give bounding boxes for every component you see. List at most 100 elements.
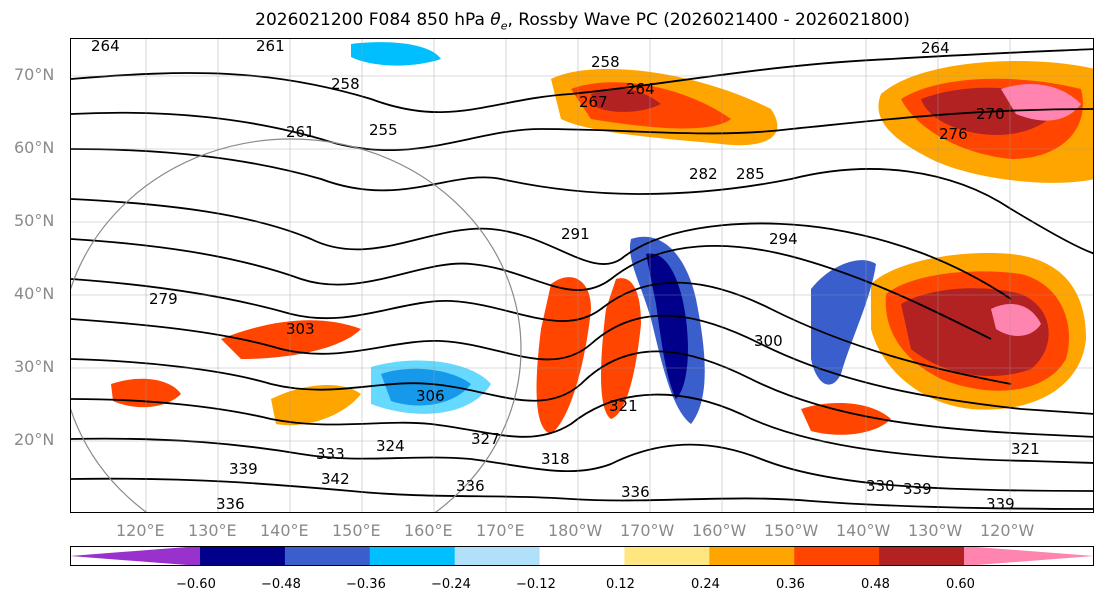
colorbar-tick: 0.60 bbox=[946, 577, 975, 592]
lon-label-160w: 160°W bbox=[692, 521, 747, 540]
lon-label-130e: 130°E bbox=[188, 521, 237, 540]
lat-label-50n: 50°N bbox=[14, 211, 55, 230]
lon-label-180w: 180°W bbox=[548, 521, 603, 540]
lat-label-40n: 40°N bbox=[14, 284, 55, 303]
lat-label-60n: 60°N bbox=[14, 138, 55, 157]
contour-label-group: 264 261 258 255 261 258 264 267 264 282 … bbox=[91, 39, 1040, 513]
fill-subtropical-east bbox=[801, 403, 891, 435]
contour-label: 324 bbox=[376, 437, 405, 455]
lon-label-120w: 120°W bbox=[980, 521, 1035, 540]
colorbar-segment bbox=[709, 546, 795, 566]
fill-sea-of-okhotsk bbox=[351, 42, 441, 66]
contour-label: 267 bbox=[579, 93, 608, 111]
contour-label: 318 bbox=[541, 450, 570, 468]
contour-label: 264 bbox=[91, 39, 120, 55]
fill-central-pacific-dateline bbox=[601, 278, 641, 419]
theta-e-contours bbox=[71, 48, 1093, 510]
lon-label-140w: 140°W bbox=[836, 521, 891, 540]
colorbar-segment bbox=[284, 546, 371, 566]
lon-label-130w: 130°W bbox=[908, 521, 963, 540]
contour-label: 336 bbox=[216, 495, 245, 513]
colorbar-tick: 0.48 bbox=[861, 577, 890, 592]
map-plot: 264 261 258 255 261 258 264 267 264 282 … bbox=[71, 39, 1093, 513]
contour-label: 336 bbox=[621, 483, 650, 501]
map-frame: 264 261 258 255 261 258 264 267 264 282 … bbox=[70, 38, 1094, 513]
lat-label-30n: 30°N bbox=[14, 357, 55, 376]
colorbar-segment bbox=[624, 546, 710, 566]
map-gridlines bbox=[71, 39, 1093, 512]
contour-label: 264 bbox=[921, 39, 950, 57]
contour-label: 285 bbox=[736, 165, 765, 183]
lon-label-160e: 160°E bbox=[404, 521, 453, 540]
contour-label: 342 bbox=[321, 470, 350, 488]
contour-label: 276 bbox=[939, 125, 968, 143]
contour-label: 333 bbox=[316, 445, 345, 463]
colorbar-segment bbox=[369, 546, 456, 566]
contour-label: 303 bbox=[286, 320, 315, 338]
lon-label-170e: 170°E bbox=[476, 521, 525, 540]
colorbar-tick: −0.48 bbox=[261, 577, 301, 592]
fill-alaska-pink bbox=[1001, 84, 1081, 121]
contour-label: 291 bbox=[561, 225, 590, 243]
fill-kamchatka-dark bbox=[591, 88, 661, 112]
colorbar-segment bbox=[454, 546, 541, 566]
contour-label: 261 bbox=[256, 39, 285, 55]
fill-japan-east bbox=[221, 320, 361, 359]
contour-label: 264 bbox=[626, 80, 655, 98]
contour-label: 327 bbox=[471, 430, 500, 448]
contour-label: 330 bbox=[866, 477, 895, 495]
contour-label: 282 bbox=[689, 165, 718, 183]
colorbar-segments bbox=[70, 546, 1094, 566]
fill-japan-southeast bbox=[271, 384, 361, 426]
colorbar-tick: 0.36 bbox=[776, 577, 805, 592]
lon-label-120e: 120°E bbox=[116, 521, 165, 540]
positive-anomaly-fills bbox=[111, 61, 1093, 435]
contour-label: 294 bbox=[769, 230, 798, 248]
lat-label-70n: 70°N bbox=[14, 65, 55, 84]
colorbar-extend-max bbox=[964, 546, 1094, 566]
colorbar-tick: 0.24 bbox=[691, 577, 720, 592]
title-symbol: θ bbox=[490, 10, 501, 30]
contour-label: 300 bbox=[754, 332, 783, 350]
colorbar-tick: −0.60 bbox=[176, 577, 216, 592]
fill-gulf-alaska-pink bbox=[991, 304, 1041, 336]
colorbar-tick: −0.24 bbox=[431, 577, 471, 592]
fill-central-pacific-west bbox=[536, 277, 591, 434]
lon-label-140e: 140°E bbox=[260, 521, 309, 540]
contour-label: 270 bbox=[976, 105, 1005, 123]
colorbar-segment bbox=[539, 546, 625, 566]
contour-label: 336 bbox=[456, 477, 485, 495]
contour-label: 321 bbox=[1011, 440, 1040, 458]
contour-label: 339 bbox=[903, 480, 932, 498]
colorbar-segment bbox=[200, 546, 286, 566]
lat-label-20n: 20°N bbox=[14, 430, 55, 449]
title-prefix: 2026021200 F084 850 hPa bbox=[255, 10, 491, 30]
colorbar bbox=[70, 546, 1094, 566]
contour-label: 258 bbox=[331, 75, 360, 93]
colorbar-tick: 0.12 bbox=[606, 577, 635, 592]
fill-west-pacific-light bbox=[371, 360, 491, 414]
fill-central-pacific-trough-core bbox=[646, 253, 688, 399]
contour-label: 261 bbox=[286, 123, 315, 141]
title-subscript: e bbox=[500, 19, 508, 33]
colorbar-tick: −0.36 bbox=[346, 577, 386, 592]
colorbar-segment bbox=[879, 546, 965, 566]
contour-label: 306 bbox=[416, 387, 445, 405]
colorbar-extend-min bbox=[70, 546, 200, 566]
colorbar-segment bbox=[794, 546, 880, 566]
projection-outline bbox=[71, 138, 522, 512]
colorbar-tick: −0.12 bbox=[516, 577, 556, 592]
figure-title: 2026021200 F084 850 hPa θe, Rossby Wave … bbox=[0, 10, 1105, 32]
lon-label-170w: 170°W bbox=[620, 521, 675, 540]
lon-label-150w: 150°W bbox=[764, 521, 819, 540]
contour-label: 339 bbox=[229, 460, 258, 478]
fill-northeast-pacific-trough bbox=[811, 260, 876, 385]
title-suffix: , Rossby Wave PC (2026021400 - 202602180… bbox=[507, 10, 910, 30]
contour-label: 258 bbox=[591, 53, 620, 71]
colorbar-outline bbox=[70, 546, 1094, 566]
contour-label: 255 bbox=[369, 121, 398, 139]
contour-label: 339 bbox=[986, 495, 1015, 513]
contour-label: 279 bbox=[149, 290, 178, 308]
lon-label-150e: 150°E bbox=[332, 521, 381, 540]
contour-label: 321 bbox=[609, 397, 638, 415]
